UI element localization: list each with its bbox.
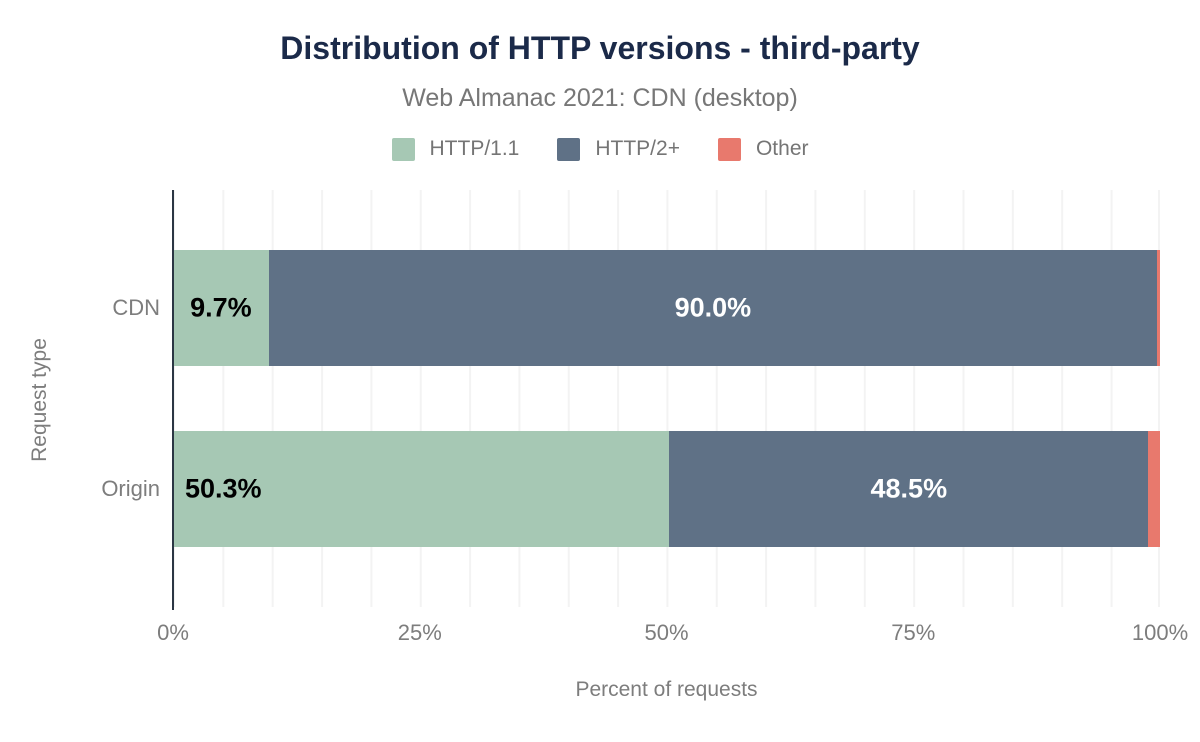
legend-label: Other — [755, 137, 809, 160]
legend-item-http-1-1: HTTP/1.1 — [391, 137, 520, 161]
chart-subtitle: Web Almanac 2021: CDN (desktop) — [402, 84, 798, 112]
chart-title: Distribution of HTTP versions - third-pa… — [280, 30, 920, 66]
x-tick-label-50: 50% — [644, 620, 689, 645]
bar-value-label: 48.5% — [870, 473, 948, 504]
bar-value-label: 90.0% — [674, 292, 752, 323]
x-tick-label-75: 75% — [891, 620, 936, 645]
bar-row-cdn: 9.7% 90.0% — [173, 250, 1160, 366]
bar-segment-cdn-http-1-1: 9.7% — [173, 250, 269, 366]
legend-swatch-http-2 — [557, 137, 581, 161]
x-axis-ticks: 0% 25% 50% 75% 100% — [157, 620, 1188, 646]
bar-row-origin: 50.3% 48.5% — [173, 431, 1160, 547]
bar-segment-origin-other — [1148, 431, 1160, 547]
x-axis-title: Percent of requests — [575, 678, 758, 701]
legend: HTTP/1.1 HTTP/2+ Other — [0, 137, 1200, 161]
y-axis-line — [172, 190, 174, 610]
bar-segment-cdn-http-2: 90.0% — [268, 250, 1158, 366]
x-tick-label-0: 0% — [157, 620, 189, 645]
legend-swatch-other — [717, 137, 741, 161]
bar-segment-cdn-other — [1157, 250, 1160, 366]
bar-value-label: 50.3% — [185, 473, 262, 504]
y-category-label-origin: Origin — [101, 476, 160, 501]
y-category-label-cdn: CDN — [112, 295, 160, 320]
legend-label: HTTP/1.1 — [429, 137, 520, 160]
y-axis-title: Request type — [28, 338, 51, 462]
bar-value-label: 9.7% — [190, 292, 252, 323]
legend-label: HTTP/2+ — [595, 137, 680, 160]
bar-segment-origin-http-2: 48.5% — [669, 431, 1149, 547]
legend-item-http-2: HTTP/2+ — [557, 137, 680, 161]
legend-item-other: Other — [717, 137, 809, 161]
x-tick-label-25: 25% — [397, 620, 442, 645]
plot-area: 9.7% 90.0% 50.3% 48.5% — [173, 190, 1160, 607]
bar-segment-origin-http-1-1: 50.3% — [173, 431, 670, 547]
x-tick-label-100: 100% — [1131, 620, 1189, 645]
legend-swatch-http-1-1 — [391, 137, 415, 161]
